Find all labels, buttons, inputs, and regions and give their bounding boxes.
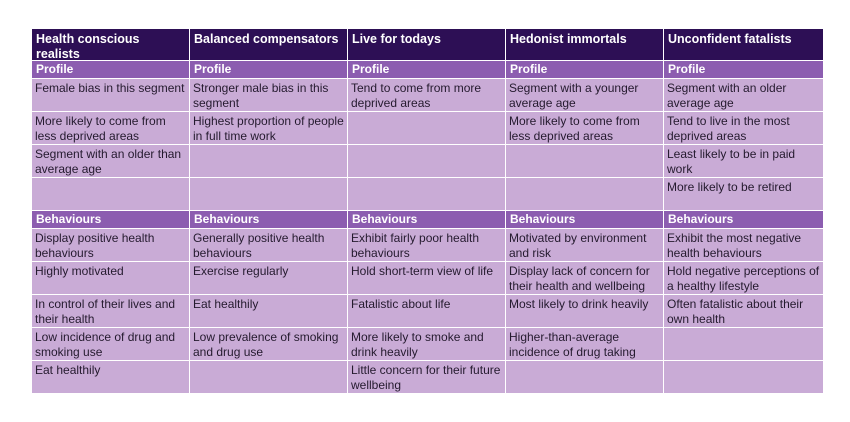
column-header: Balanced compensators (190, 29, 347, 60)
profile-section-label: Profile (32, 61, 189, 78)
behaviour-cell: Hold short-term view of life (348, 262, 505, 294)
profile-cell: Segment with an older than average age (32, 145, 189, 177)
profile-cell: Female bias in this segment (32, 79, 189, 111)
profile-cell: Tend to come from more deprived areas (348, 79, 505, 111)
behaviour-cell: Higher-than-average incidence of drug ta… (506, 328, 663, 360)
profile-cell (190, 178, 347, 210)
behaviour-cell: Generally positive health behaviours (190, 229, 347, 261)
profile-cell (190, 145, 347, 177)
behaviour-cell: Low prevalence of smoking and drug use (190, 328, 347, 360)
column-header: Live for todays (348, 29, 505, 60)
behaviour-cell: Fatalistic about life (348, 295, 505, 327)
profile-cell: Segment with an older average age (664, 79, 823, 111)
behaviour-cell: In control of their lives and their heal… (32, 295, 189, 327)
behaviour-cell: Low incidence of drug and smoking use (32, 328, 189, 360)
behaviour-cell: Eat healthily (190, 295, 347, 327)
profile-cell: More likely to be retired (664, 178, 823, 210)
behaviours-section-label: Behaviours (348, 211, 505, 228)
profile-section-label: Profile (348, 61, 505, 78)
profile-cell: More likely to come from less deprived a… (32, 112, 189, 144)
behaviour-cell (664, 328, 823, 360)
column-header: Health conscious realists (32, 29, 189, 60)
profile-cell: Highest proportion of people in full tim… (190, 112, 347, 144)
behaviour-cell: Highly motivated (32, 262, 189, 294)
segment-table: Health conscious realists Balanced compe… (32, 29, 823, 393)
profile-cell (32, 178, 189, 210)
behaviour-cell: Exhibit the most negative health behavio… (664, 229, 823, 261)
column-header: Unconfident fatalists (664, 29, 823, 60)
behaviour-cell: Display positive health behaviours (32, 229, 189, 261)
profile-cell: Stronger male bias in this segment (190, 79, 347, 111)
profile-cell: More likely to come from less deprived a… (506, 112, 663, 144)
behaviour-cell: Little concern for their future wellbein… (348, 361, 505, 393)
behaviour-cell (190, 361, 347, 393)
behaviours-section-label: Behaviours (190, 211, 347, 228)
profile-cell (506, 178, 663, 210)
behaviour-cell (664, 361, 823, 393)
profile-cell (506, 145, 663, 177)
behaviour-cell: Hold negative perceptions of a healthy l… (664, 262, 823, 294)
behaviour-cell: Exercise regularly (190, 262, 347, 294)
profile-cell (348, 178, 505, 210)
profile-cell: Tend to live in the most deprived areas (664, 112, 823, 144)
behaviour-cell: Often fatalistic about their own health (664, 295, 823, 327)
profile-cell: Segment with a younger average age (506, 79, 663, 111)
behaviours-section-label: Behaviours (32, 211, 189, 228)
behaviours-section-label: Behaviours (664, 211, 823, 228)
profile-section-label: Profile (190, 61, 347, 78)
behaviour-cell: Most likely to drink heavily (506, 295, 663, 327)
behaviour-cell (506, 361, 663, 393)
profile-section-label: Profile (664, 61, 823, 78)
behaviour-cell: Motivated by environment and risk (506, 229, 663, 261)
profile-section-label: Profile (506, 61, 663, 78)
behaviour-cell: Eat healthily (32, 361, 189, 393)
behaviour-cell: Exhibit fairly poor health behaviours (348, 229, 505, 261)
behaviours-section-label: Behaviours (506, 211, 663, 228)
behaviour-cell: More likely to smoke and drink heavily (348, 328, 505, 360)
column-header: Hedonist immortals (506, 29, 663, 60)
profile-cell (348, 112, 505, 144)
behaviour-cell: Display lack of concern for their health… (506, 262, 663, 294)
profile-cell (348, 145, 505, 177)
profile-cell: Least likely to be in paid work (664, 145, 823, 177)
